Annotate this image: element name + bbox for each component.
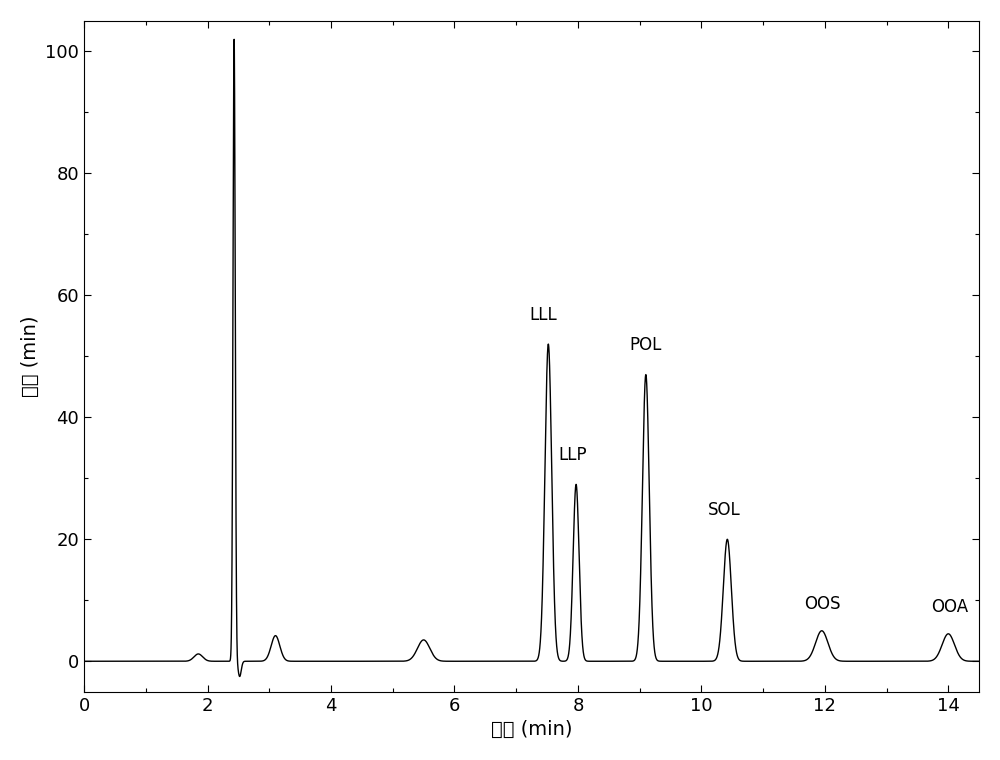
Text: POL: POL <box>629 336 662 354</box>
Text: SOL: SOL <box>708 501 740 519</box>
Text: LLP: LLP <box>558 446 587 464</box>
Text: OOA: OOA <box>931 598 968 616</box>
Text: OOS: OOS <box>804 595 841 613</box>
X-axis label: 时间 (min): 时间 (min) <box>491 720 572 739</box>
Y-axis label: 响应 (min): 响应 (min) <box>21 315 40 397</box>
Text: LLL: LLL <box>530 306 558 324</box>
